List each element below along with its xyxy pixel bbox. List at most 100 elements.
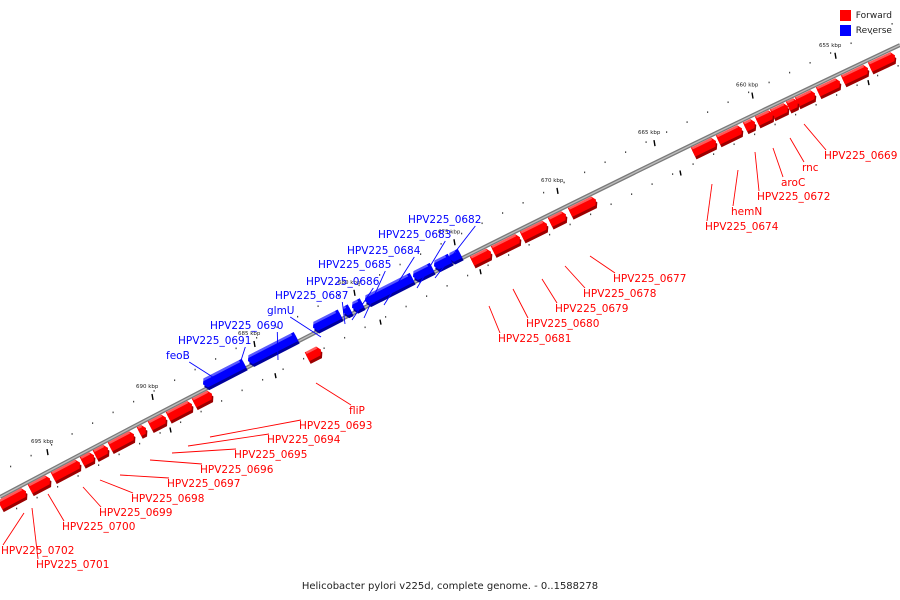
minor-tick-lower [221,400,223,402]
minor-tick [604,161,606,164]
gene-label-hemn: hemN [731,206,762,218]
lower-major-tick [867,79,870,86]
minor-tick-lower [241,389,243,392]
gene-label-hpv225-0699: HPV225_0699 [99,507,172,519]
reverse-gene [447,248,464,265]
minor-tick-lower [57,485,59,488]
forward-gene [867,52,897,75]
minor-tick-lower [303,357,305,360]
gene-label-hpv225-0701: HPV225_0701 [36,559,109,571]
minor-tick [440,243,442,245]
forward-gene [107,431,136,454]
tick-label: 690 kbp [136,384,159,390]
leader-line [171,448,237,454]
reverse-gene [363,272,416,307]
minor-tick [358,284,360,287]
major-tick [253,340,256,348]
gene-label-flip: fliP [349,405,365,417]
gene-label-hpv225-0685: HPV225_0685 [318,259,391,271]
minor-tick-lower [426,295,428,297]
forward-gene [490,234,522,258]
minor-tick [481,222,483,225]
minor-tick [625,151,627,153]
reverse-gene [201,358,248,391]
leader-line [488,305,501,334]
minor-tick [645,141,647,143]
gene-label-hpv225-0683: HPV225_0683 [378,229,451,241]
reverse-gene [341,304,354,319]
minor-tick [153,390,155,392]
forward-gene [136,424,148,439]
minor-tick [809,61,811,64]
minor-tick [748,91,750,94]
tick-label: 670 kbp [541,178,564,184]
legend: Forward Reverse [839,8,892,38]
minor-tick-lower [672,173,674,175]
leader-line [772,147,784,178]
gene-label-rnc: rnc [802,162,819,174]
minor-tick [338,294,340,297]
minor-tick-lower [651,183,653,185]
forward-gene [0,488,28,513]
forward-gene [165,401,194,424]
forward-gene [27,475,52,497]
gene-label-hpv225-0695: HPV225_0695 [234,449,307,461]
reverse-swatch [839,25,851,36]
minor-tick [379,274,381,276]
ruler-ticks: 655 kbp 660 kbp 665 kbp 670 kbp 675 kbp 680 k… [10,23,899,510]
leader-line [416,240,446,289]
major-tick [46,449,49,456]
minor-tick [194,368,196,371]
minor-tick-lower [836,94,838,96]
leader-line [706,183,713,222]
legend-forward: Forward [839,8,892,23]
minor-tick-lower [77,475,79,477]
forward-gene [547,211,568,230]
minor-tick-lower [610,203,612,206]
minor-tick-lower [282,368,284,371]
forward-gene [191,390,214,411]
gene-label-hpv225-0678: HPV225_0678 [583,288,656,300]
major-tick [653,140,656,147]
minor-tick [768,81,770,84]
gene-label-hpv225-0682: HPV225_0682 [408,214,481,226]
leader-line [209,419,302,438]
minor-tick-lower [508,254,510,256]
gene-label-hpv225-0690: HPV225_0690 [210,320,283,332]
minor-tick-lower [631,193,633,195]
tick-label: 655 kbp [819,43,842,49]
tick-label: 685 kbp [238,331,261,337]
leader-line [82,486,102,508]
forward-gene [840,64,870,88]
forward-gene [785,98,800,114]
minor-tick-lower [323,347,325,350]
major-tick [834,52,837,59]
forward-swatch [839,10,851,21]
minor-tick [563,181,565,184]
minor-tick-lower [139,442,141,445]
minor-tick [133,400,135,403]
minor-tick-lower [180,421,182,424]
minor-tick [522,202,524,204]
minor-tick [850,42,852,45]
forward-gene [92,444,110,462]
major-tick [453,239,456,246]
gene-label-hpv225-0681: HPV225_0681 [498,333,571,345]
minor-tick [686,121,688,123]
leader-line [789,137,805,163]
gene-label-hpv225-0696: HPV225_0696 [200,464,274,476]
gene-label-hpv225-0669: HPV225_0669 [824,150,897,162]
gene-label-feob: feoB [166,350,190,362]
leader-line [589,255,616,274]
minor-tick-lower [36,496,38,499]
minor-tick [317,305,319,308]
leader-line [276,331,279,361]
forward-gene-flip [304,346,323,364]
minor-tick-lower [446,285,448,287]
gene-label-hpv225-0674: HPV225_0674 [705,221,779,233]
lower-major-tick [679,170,682,176]
backbone-inner [0,44,900,498]
minor-tick-lower [364,326,366,329]
